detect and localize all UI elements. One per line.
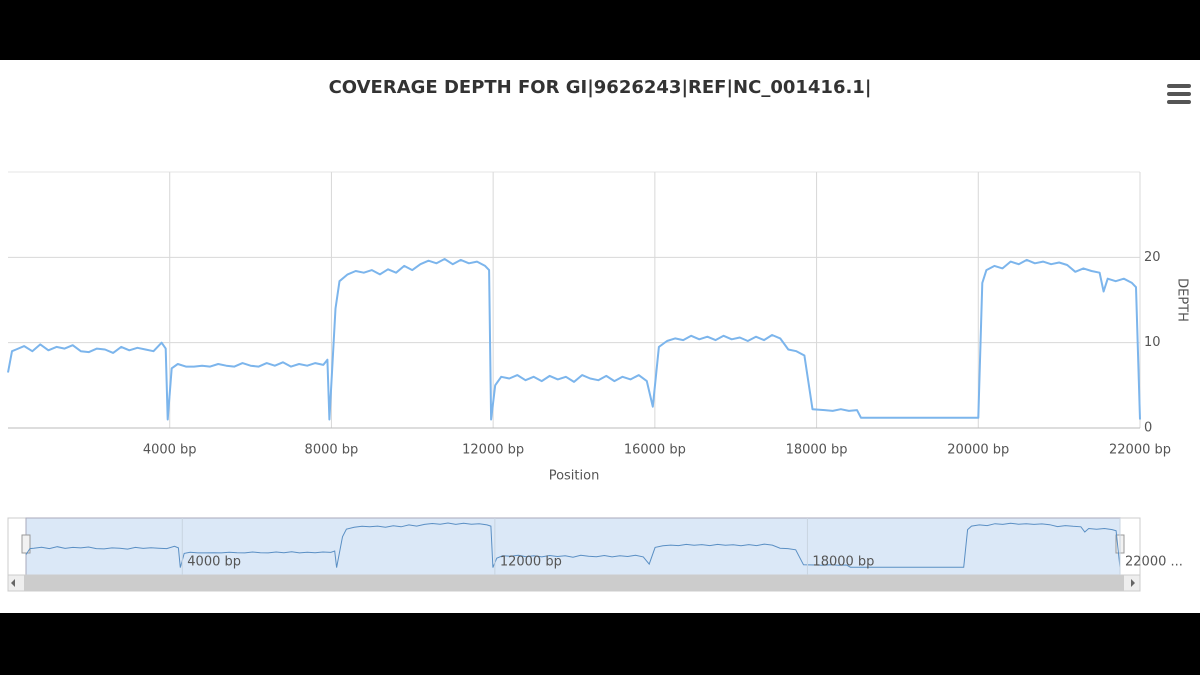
x-tick-label: 18000 bp <box>786 443 848 458</box>
x-tick-label: 16000 bp <box>624 443 686 458</box>
x-axis-title: Position <box>549 469 600 484</box>
menu-button[interactable] <box>1167 84 1191 104</box>
x-tick-label: 12000 bp <box>462 443 524 458</box>
scroll-right[interactable] <box>1131 579 1135 587</box>
y-tick-label: 20 <box>1144 250 1161 265</box>
navigator-tick-label: 4000 bp <box>187 555 241 570</box>
navigator-handle[interactable] <box>21 534 31 554</box>
navigator-selection[interactable] <box>25 517 1121 576</box>
y-axis-title: DEPTH <box>1175 278 1190 322</box>
y-tick-label: 0 <box>1144 421 1152 436</box>
letterbox <box>0 613 1200 675</box>
chart-title: COVERAGE DEPTH FOR GI|9626243|REF|NC_001… <box>329 77 872 98</box>
x-tick-label: 4000 bp <box>143 443 197 458</box>
x-tick-label: 22000 bp <box>1109 443 1171 458</box>
menu-bar <box>1167 92 1191 96</box>
navigator-tick-label: 12000 bp <box>500 555 562 570</box>
menu-bar <box>1167 84 1191 88</box>
depth-line <box>7 258 1141 421</box>
scroll-left[interactable] <box>11 579 15 587</box>
x-tick-label: 8000 bp <box>305 443 359 458</box>
y-tick-label: 10 <box>1144 335 1161 350</box>
navigator-tick-label: 22000 ... <box>1125 555 1183 570</box>
x-tick-label: 20000 bp <box>947 443 1009 458</box>
navigator-line <box>25 522 1121 568</box>
navigator-tick-label: 18000 bp <box>812 555 874 570</box>
menu-bar <box>1167 100 1191 104</box>
scrollbar-thumb[interactable] <box>24 575 1124 591</box>
